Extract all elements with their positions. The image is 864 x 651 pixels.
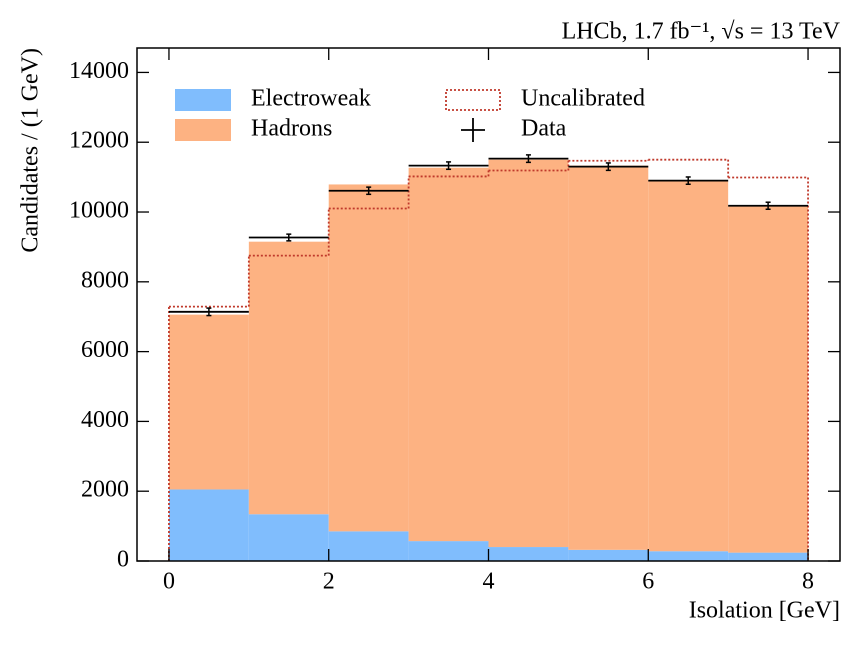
- y-tick-label: 12000: [69, 128, 129, 154]
- histogram-bar: [568, 549, 649, 561]
- histogram-bar: [408, 167, 489, 542]
- histogram-bar: [408, 541, 489, 561]
- histogram-bar: [728, 552, 809, 561]
- histogram-bar: [248, 514, 329, 561]
- histogram-bar: [728, 205, 809, 553]
- legend-label: Data: [521, 116, 567, 142]
- histogram-bar: [328, 184, 409, 532]
- y-axis-label: Candidates / (1 GeV): [18, 48, 44, 253]
- y-tick-label: 0: [117, 547, 129, 573]
- y-tick-label: 4000: [81, 407, 129, 433]
- y-tick-label: 6000: [81, 337, 129, 363]
- x-tick-label: 8: [802, 569, 814, 595]
- legend-label: Hadrons: [251, 116, 332, 142]
- histogram-bar: [328, 531, 409, 561]
- histogram-bar: [168, 489, 249, 561]
- histogram-bar: [568, 165, 649, 550]
- histogram-bar: [168, 314, 249, 490]
- legend-swatch: [175, 89, 231, 111]
- histogram-bar: [488, 159, 569, 548]
- legend-swatch: [445, 89, 501, 111]
- y-tick-label: 14000: [69, 58, 129, 84]
- histogram-bar: [648, 180, 729, 552]
- legend-swatch: [175, 119, 231, 141]
- histogram-bar: [648, 551, 729, 561]
- histogram-bar: [248, 241, 329, 515]
- legend-label: Uncalibrated: [521, 86, 645, 112]
- legend-label: Electroweak: [251, 86, 371, 112]
- x-tick-label: 4: [483, 569, 495, 595]
- y-tick-label: 10000: [69, 198, 129, 224]
- x-tick-label: 6: [642, 569, 654, 595]
- x-tick-label: 0: [163, 569, 175, 595]
- y-tick-label: 8000: [81, 267, 129, 293]
- chart-title: LHCb, 1.7 fb⁻¹, √s = 13 TeV: [562, 19, 841, 45]
- x-tick-label: 2: [323, 569, 335, 595]
- histogram-bar: [488, 547, 569, 561]
- y-tick-label: 2000: [81, 477, 129, 503]
- x-axis-label: Isolation [GeV]: [689, 598, 840, 624]
